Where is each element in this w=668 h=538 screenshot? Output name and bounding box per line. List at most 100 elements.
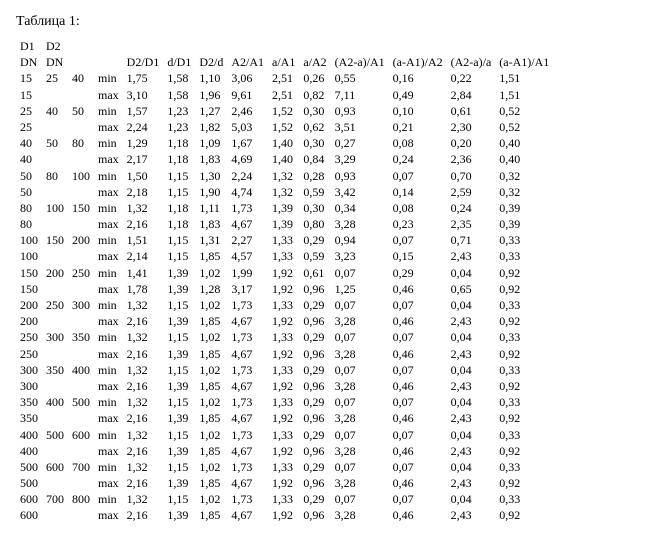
table-row: 300350400min1,321,151,021,731,330,290,07… — [16, 362, 553, 378]
table-cell: 2,27 — [227, 232, 268, 248]
table-cell: 2,18 — [123, 184, 164, 200]
table-cell: 0,21 — [389, 119, 447, 135]
table-cell: min — [94, 394, 123, 410]
col-header: D2/D1 — [123, 54, 164, 70]
table-cell: 3,28 — [331, 216, 389, 232]
table-cell: 1,02 — [195, 491, 227, 507]
table-cell: max — [94, 507, 123, 523]
table-cell: 0,20 — [447, 135, 496, 151]
table-cell: 400 — [42, 394, 68, 410]
col-header: D2 — [42, 38, 68, 54]
table-cell: 3,29 — [331, 151, 389, 167]
table-cell: 2,16 — [123, 216, 164, 232]
table-cell: 4,67 — [227, 443, 268, 459]
table-cell: 3,23 — [331, 248, 389, 264]
table-cell: 200 — [68, 232, 94, 248]
table-cell: 1,39 — [163, 507, 195, 523]
table-cell: 0,82 — [299, 87, 330, 103]
table-cell: 50 — [68, 103, 94, 119]
table-cell: 2,16 — [123, 346, 164, 362]
table-cell: 4,67 — [227, 475, 268, 491]
table-cell: 80 — [68, 135, 94, 151]
table-cell: 200 — [16, 313, 42, 329]
table-cell: min — [94, 232, 123, 248]
col-header: (a-A1)/A2 — [389, 54, 447, 70]
table-cell: 1,85 — [195, 378, 227, 394]
table-cell: 0,04 — [447, 427, 496, 443]
table-cell: 150 — [16, 281, 42, 297]
table-cell: 1,39 — [163, 265, 195, 281]
table-cell — [42, 507, 68, 523]
table-cell: 1,58 — [163, 87, 195, 103]
table-row: 152540min1,751,581,103,062,510,260,550,1… — [16, 70, 553, 86]
table-cell: 4,67 — [227, 216, 268, 232]
table-cell: 1,58 — [163, 70, 195, 86]
table-cell: 3,28 — [331, 443, 389, 459]
table-cell: 400 — [68, 362, 94, 378]
table-cell: 2,16 — [123, 443, 164, 459]
table-cell: 1,73 — [227, 200, 268, 216]
table-cell: 0,07 — [331, 427, 389, 443]
table-cell: 9,61 — [227, 87, 268, 103]
table-cell: 0,30 — [299, 103, 330, 119]
table-cell: 0,96 — [299, 443, 330, 459]
table-cell: 2,43 — [447, 378, 496, 394]
table-cell: 1,52 — [268, 103, 299, 119]
table-cell: 0,33 — [495, 491, 553, 507]
table-cell: 1,92 — [268, 475, 299, 491]
table-cell: 250 — [16, 346, 42, 362]
table-cell: 25 — [16, 119, 42, 135]
table-cell: 40 — [16, 135, 42, 151]
table-cell: 600 — [42, 459, 68, 475]
table-cell: 500 — [68, 394, 94, 410]
table-row: 200250300min1,321,151,021,731,330,290,07… — [16, 297, 553, 313]
table-cell: 100 — [68, 168, 94, 184]
table-row: 40max2,171,181,834,691,400,843,290,242,3… — [16, 151, 553, 167]
table-cell: 150 — [68, 200, 94, 216]
table-cell: 2,16 — [123, 475, 164, 491]
table-cell: 150 — [42, 232, 68, 248]
table-cell: 0,07 — [331, 459, 389, 475]
table-cell: 0,92 — [495, 410, 553, 426]
col-header — [68, 54, 94, 70]
table-cell: 1,27 — [195, 103, 227, 119]
table-cell: 0,96 — [299, 281, 330, 297]
table-cell: 0,22 — [447, 70, 496, 86]
table-cell: 1,52 — [268, 119, 299, 135]
table-cell — [68, 475, 94, 491]
table-cell: 2,30 — [447, 119, 496, 135]
table-cell: 0,62 — [299, 119, 330, 135]
table-cell: 4,69 — [227, 151, 268, 167]
table-cell: 0,07 — [389, 394, 447, 410]
table-cell: 0,46 — [389, 313, 447, 329]
table-cell: 1,40 — [268, 151, 299, 167]
table-cell: 1,85 — [195, 507, 227, 523]
table-cell: 0,27 — [331, 135, 389, 151]
table-cell: min — [94, 168, 123, 184]
table-cell: 0,55 — [331, 70, 389, 86]
table-cell: 1,31 — [195, 232, 227, 248]
header-row-2: DN DN D2/D1 d/D1 D2/d A2/A1 a/A1 a/A2 (A… — [16, 54, 553, 70]
table-cell: 1,73 — [227, 297, 268, 313]
table-cell: 1,25 — [331, 281, 389, 297]
table-cell: 40 — [16, 151, 42, 167]
col-header: d/D1 — [163, 54, 195, 70]
table-cell: 300 — [16, 362, 42, 378]
table-cell: 0,46 — [389, 475, 447, 491]
table-cell: 0,46 — [389, 443, 447, 459]
table-cell: 1,15 — [163, 427, 195, 443]
table-cell: 2,84 — [447, 87, 496, 103]
table-cell: 1,39 — [268, 216, 299, 232]
data-table: D1 D2 DN DN D2/D1 d/D1 D2/d A2/A1 a/A1 a… — [16, 38, 553, 524]
table-cell: 0,96 — [299, 410, 330, 426]
table-cell: 0,29 — [299, 362, 330, 378]
table-cell: 3,28 — [331, 475, 389, 491]
table-cell: max — [94, 216, 123, 232]
table-cell — [68, 216, 94, 232]
table-cell: 1,85 — [195, 475, 227, 491]
table-cell: 50 — [16, 184, 42, 200]
table-cell: 0,61 — [447, 103, 496, 119]
table-cell: 2,43 — [447, 346, 496, 362]
table-cell: 1,92 — [268, 346, 299, 362]
table-row: 405080min1,291,181,091,671,400,300,270,0… — [16, 135, 553, 151]
